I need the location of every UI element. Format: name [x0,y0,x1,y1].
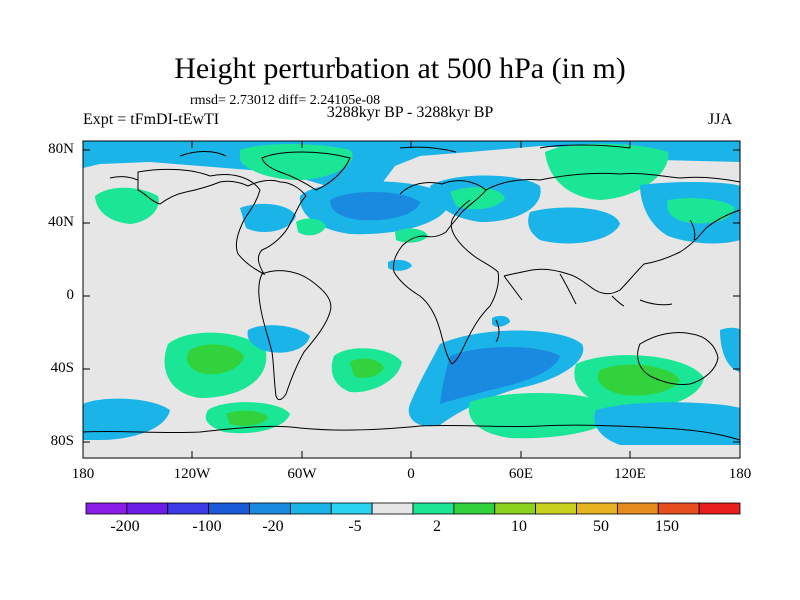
shade-indian-ocean-dark [440,347,560,404]
colorbar-swatch [167,502,210,515]
colorbar-swatch [249,502,291,515]
x-tick-label: 60E [508,466,534,482]
y-tick-label: 40N [48,214,74,230]
colorbar-swatch [126,502,169,515]
shade-drake-green-core [226,410,268,426]
colorbar-label: 50 [593,518,609,535]
colorbar-label: -5 [348,518,362,535]
experiment-label: Expt = tFmDI-tEwTI [83,111,220,128]
shade-indian-small-blue [492,315,510,327]
colorbar-swatch [494,502,537,515]
coastlines [82,144,741,441]
shade-east-pacific-blue [720,327,740,372]
y-tick-label: 80N [48,141,74,157]
colorbar-swatch [289,502,332,515]
shade-siberia-green [545,143,669,200]
shade-central-asia-blue [528,207,620,244]
colorbar-swatch [330,502,373,515]
colorbar-label: -200 [110,518,140,535]
axis-ticks [82,141,741,458]
colorbar-label: -20 [262,518,284,535]
x-tick-label: 0 [407,466,415,482]
colorbar-swatch [576,502,618,515]
colorbar [85,502,741,515]
colorbar-swatch [371,502,414,515]
season-label: JJA [708,111,733,128]
colorbar-swatch [412,502,455,515]
y-tick-label: 0 [66,287,75,303]
y-tick-label: 40S [50,360,74,376]
shade-pacific-green [296,218,326,236]
colorbar-swatch [85,502,128,515]
x-tick-label: 180 [71,466,95,482]
stats-label: rmsd= 2.73012 diff= 2.24105e-08 [190,93,381,108]
colorbar-swatch [208,502,250,515]
x-tick-label: 180 [728,466,752,482]
shade-south-blue-band2 [594,402,740,445]
shade-indian-green-core [597,364,680,396]
colorbar-swatch [453,502,496,515]
colorbar-label: 10 [511,518,527,535]
shade-north-atlantic-dark [330,191,420,221]
shade-south-blue-band [83,398,170,440]
colorbar-swatch [698,502,741,515]
colorbar-swatch [616,502,659,515]
shade-north-pacific-green [95,187,159,224]
shade-south-atlantic-green-core [350,358,384,378]
shade-east-asia-green [667,198,735,224]
chart-title: Height perturbation at 500 hPa (in m) [174,52,626,85]
colorbar-label: 150 [655,518,679,535]
colorbar-label: 2 [433,518,441,535]
x-tick-label: 120E [614,466,646,482]
x-tick-label: 60W [287,466,317,482]
shade-atlantic-small-green [395,228,428,243]
shade-south-pacific-green-core [186,344,244,375]
shade-pacific-blue [240,203,296,232]
colorbar-swatch [657,502,700,515]
period-label: 3288kyr BP - 3288kyr BP [326,104,494,121]
shade-south-america-blue [247,325,310,353]
y-tick-label: 80S [50,433,74,449]
x-tick-label: 120W [173,466,211,482]
colorbar-swatch [535,502,577,515]
colorbar-label: -100 [192,518,222,535]
